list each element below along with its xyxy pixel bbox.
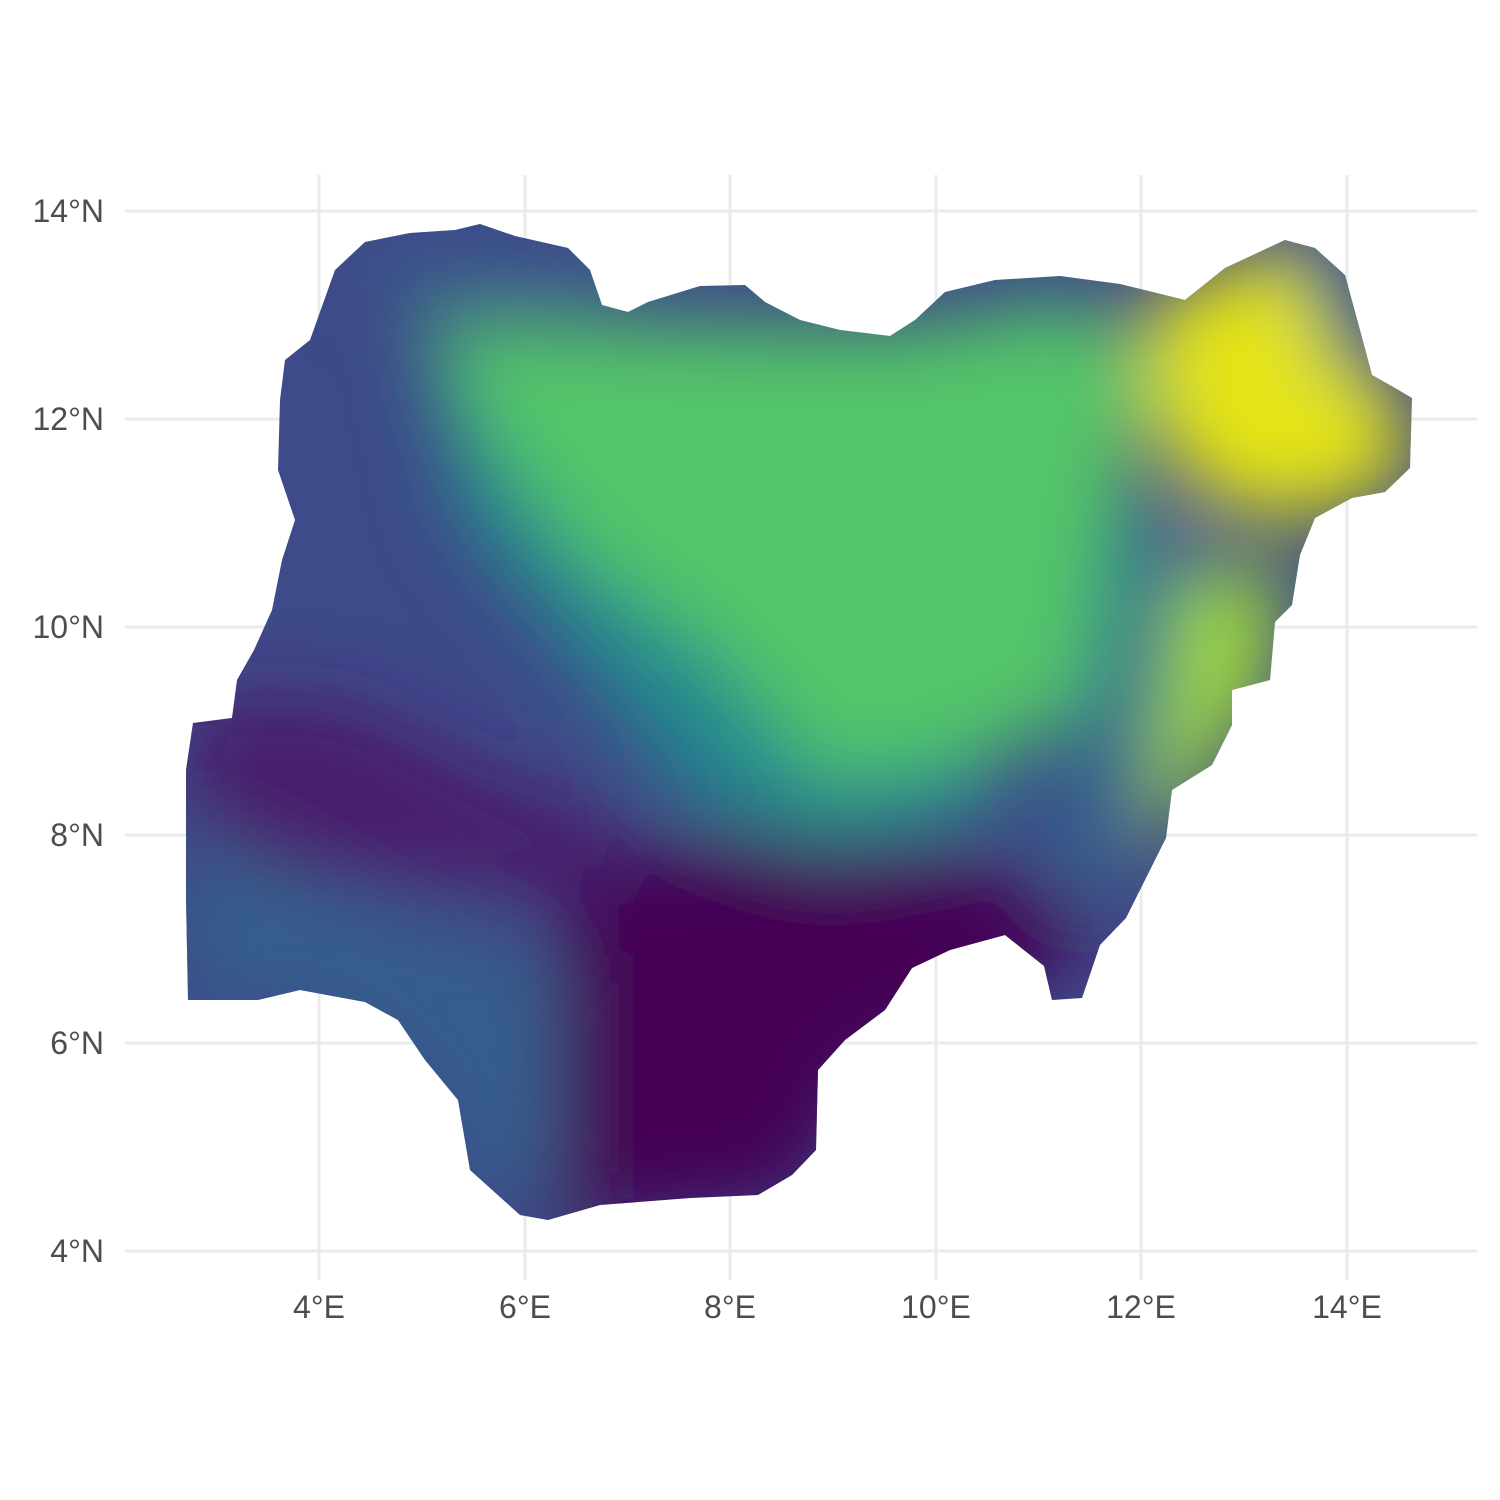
- x-tick-label: 12°E: [1106, 1289, 1176, 1325]
- x-tick-label: 8°E: [704, 1289, 756, 1325]
- y-tick-label: 6°N: [50, 1025, 104, 1061]
- x-axis: 4°E 6°E 8°E 10°E 12°E 14°E: [293, 1289, 1382, 1325]
- x-tick-label: 4°E: [293, 1289, 345, 1325]
- y-axis: 14°N 12°N 10°N 8°N 6°N 4°N: [33, 193, 105, 1269]
- y-tick-label: 10°N: [33, 609, 105, 645]
- y-tick-label: 8°N: [50, 817, 104, 853]
- x-tick-label: 10°E: [901, 1289, 971, 1325]
- x-tick-label: 6°E: [499, 1289, 551, 1325]
- y-tick-label: 4°N: [50, 1233, 104, 1269]
- raster-surface: [186, 224, 1412, 1220]
- y-tick-label: 12°N: [33, 401, 105, 437]
- y-tick-label: 14°N: [33, 193, 105, 229]
- x-tick-label: 14°E: [1312, 1289, 1382, 1325]
